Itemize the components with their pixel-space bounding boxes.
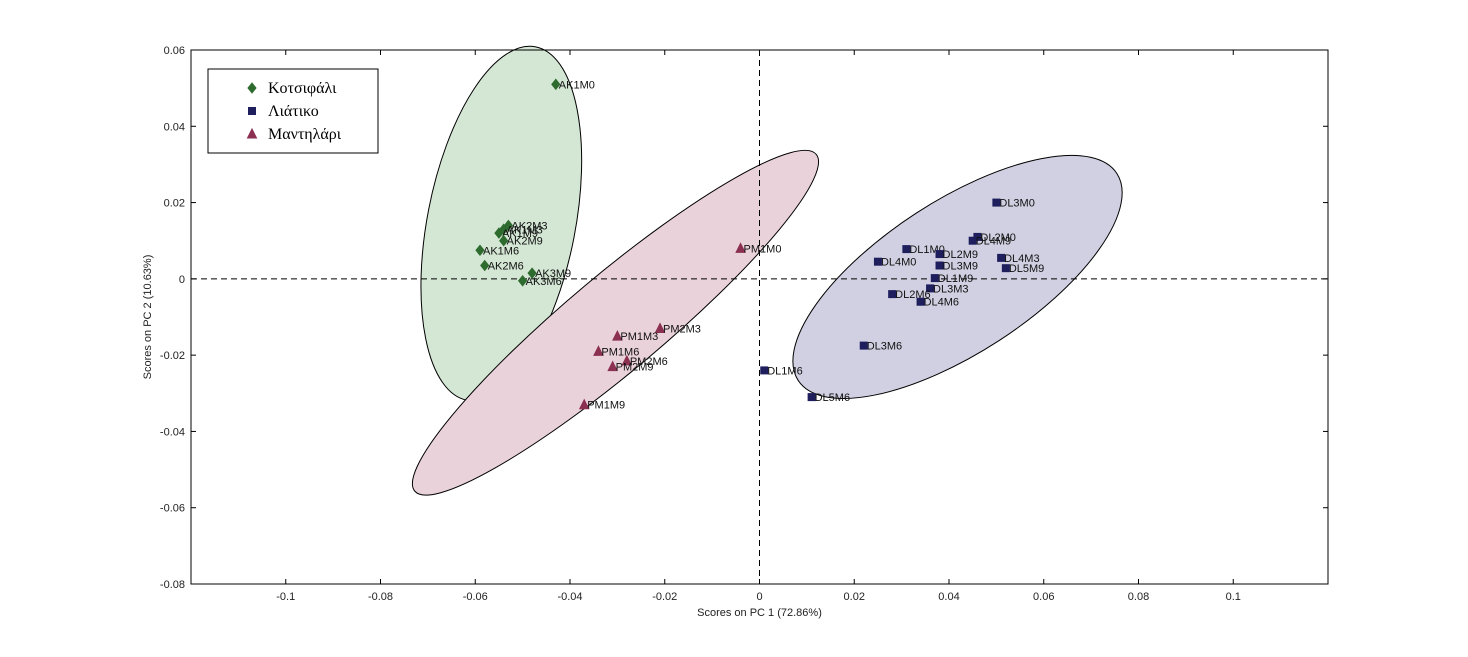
x-tick-label: -0.08 (368, 591, 393, 603)
x-tick-label: -0.04 (557, 591, 582, 603)
data-point-AK3M9 (527, 267, 537, 279)
point-label-AK2M9: AK2M9 (507, 236, 543, 248)
point-label-DL4M9: DL4M9 (976, 236, 1011, 248)
x-tick-label: -0.1 (276, 591, 295, 603)
point-label-DL4M0: DL4M0 (881, 257, 916, 269)
point-label-DL4M6: DL4M6 (924, 297, 959, 309)
x-tick-label: -0.02 (652, 591, 677, 603)
x-axis-ticks: -0.1 -0.08 -0.06 -0.04 -0.02 0 0.02 0.04 0.06 0.0… (276, 50, 1241, 603)
y-tick-label: 0.02 (164, 198, 185, 210)
point-label-DL1M6: DL1M6 (767, 365, 802, 377)
point-label-DL3M9: DL3M9 (943, 261, 978, 273)
point-label-AK3M9: AK3M9 (535, 268, 571, 280)
y-tick-label: 0.04 (164, 121, 185, 133)
point-label-PM2M9: PM2M9 (616, 362, 654, 374)
point-label-DL5M6: DL5M6 (815, 392, 850, 404)
data-point-DL4M3 (997, 253, 1006, 262)
point-label-AK1M3: AK1M3 (507, 224, 543, 236)
data-point-DL3M6 (859, 341, 868, 350)
data-point-DL3M9 (935, 261, 944, 270)
point-label-PM2M6: PM2M6 (630, 356, 668, 368)
point-label-AK2M6: AK2M6 (488, 261, 524, 273)
data-point-DL2M9 (935, 250, 944, 259)
y-tick-label: -0.02 (160, 350, 185, 362)
y-tick-label: -0.06 (160, 503, 185, 515)
point-label-PM1M6: PM1M6 (601, 346, 639, 358)
point-label-PM1M0: PM1M0 (744, 243, 782, 255)
data-point-DL1M9 (930, 274, 939, 283)
x-tick-label: 0.06 (1033, 591, 1054, 603)
data-point-DL5M6 (807, 393, 816, 402)
legend-marker-3 (246, 127, 258, 139)
point-label-DL3M6: DL3M6 (867, 341, 902, 353)
y-axis-label: Scores on PC 2 (10.63%) (142, 255, 154, 380)
point-label-AK2M3: AK2M3 (511, 220, 547, 232)
legend-entry-2: Λιάτικο (268, 103, 319, 120)
y-tick-label: 0.06 (164, 45, 185, 57)
point-label-DL4M3: DL4M3 (1004, 253, 1039, 265)
x-tick-label: 0.02 (844, 591, 865, 603)
legend-marker-1 (247, 82, 257, 94)
point-label-AK3M6: AK3M6 (526, 276, 562, 288)
point-label-AK1M0: AK1M0 (559, 79, 595, 91)
data-point-DL1M0 (902, 245, 911, 254)
reference-lines (191, 50, 1328, 584)
data-point-AK1M0 (551, 78, 561, 91)
point-label-AK1M6: AK1M6 (483, 245, 519, 257)
ellipse-2 (792, 154, 1123, 399)
data-point-DL3M0 (992, 198, 1001, 207)
point-label-PM1M3: PM1M3 (620, 331, 658, 343)
legend-entry-3: Μαντηλάρι (268, 126, 342, 143)
point-label-AK1M9: AK1M9 (502, 228, 538, 240)
data-point-PM1M3 (612, 329, 623, 341)
y-axis-ticks: -0.08 -0.06 -0.04 -0.02 0 0.02 0.04 0.06 (160, 45, 1328, 591)
legend-entry-1: Κοτσιφάλι (268, 80, 337, 97)
point-label-DL2M0: DL2M0 (980, 232, 1015, 244)
x-tick-label: 0.08 (1128, 591, 1149, 603)
data-point-AK3M6 (517, 274, 528, 287)
point-label-DL3M3: DL3M3 (933, 283, 968, 295)
legend-marker-2 (248, 107, 256, 115)
x-tick-label: 0.1 (1226, 591, 1241, 603)
point-label-DL5M9: DL5M9 (1009, 263, 1044, 275)
data-point-AK1M9 (494, 227, 504, 239)
point-label-DL2M9: DL2M9 (943, 249, 978, 261)
legend-box (207, 68, 379, 154)
data-point-AK1M6 (475, 244, 485, 257)
data-point-DL4M6 (916, 297, 925, 306)
x-axis-label: Scores on PC 1 (72.86%) (697, 607, 822, 619)
data-point-DL4M0 (873, 257, 882, 266)
data-point-AK2M6 (480, 259, 490, 272)
x-tick-label: 0 (756, 591, 762, 603)
data-point-AK2M9 (499, 234, 509, 247)
point-label-PM2M3: PM2M3 (663, 323, 701, 335)
point-label-PM1M9: PM1M9 (587, 400, 625, 412)
data-point-PM1M0 (735, 242, 746, 253)
confidence-ellipses (411, 45, 1123, 496)
data-point-DL4M9 (968, 236, 977, 245)
x-tick-label: 0.04 (938, 591, 959, 603)
ellipse-3 (411, 149, 820, 496)
point-label-DL3M0: DL3M0 (999, 198, 1034, 210)
data-point-DL3M3 (926, 284, 935, 293)
data-point-PM1M9 (578, 398, 590, 410)
x-tick-label: -0.06 (463, 591, 488, 603)
data-point-PM2M9 (607, 360, 618, 372)
data-point-PM2M3 (654, 322, 666, 333)
point-label-DL1M9: DL1M9 (938, 273, 973, 285)
data-point-PM2M6 (621, 354, 633, 366)
y-tick-label: 0 (179, 274, 185, 286)
y-tick-label: -0.08 (160, 579, 185, 591)
data-point-DL5M9 (1001, 264, 1010, 273)
y-tick-label: -0.04 (160, 426, 185, 438)
data-point-DL1M6 (760, 366, 769, 375)
legend: Κοτσιφάλι Λιάτικο Μαντηλάρι (207, 68, 379, 154)
data-point-PM1M6 (593, 345, 604, 356)
data-point-DL2M6 (888, 290, 897, 299)
